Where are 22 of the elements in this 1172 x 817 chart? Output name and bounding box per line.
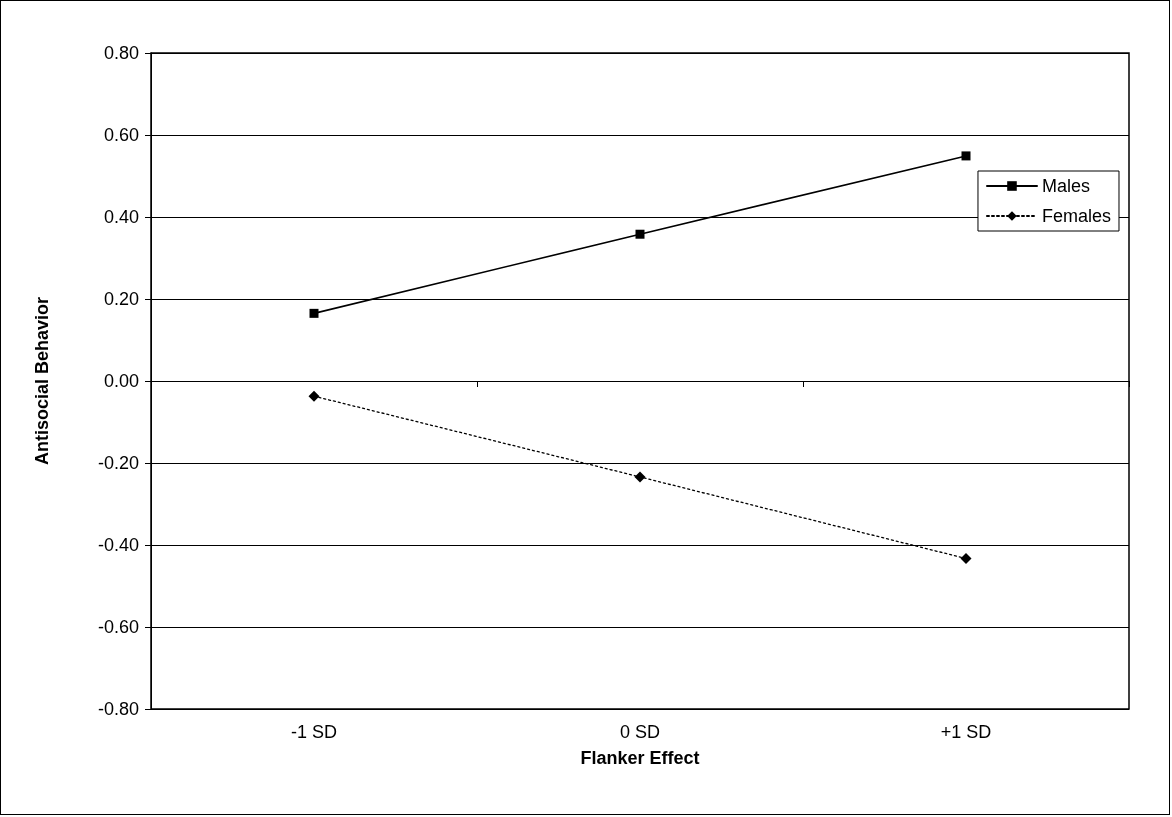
y-tick-label: -0.60 [97, 617, 139, 637]
y-tick-label: -0.20 [97, 453, 139, 473]
y-tick-label: 0.80 [103, 43, 139, 63]
point [308, 390, 320, 402]
y-tick-label: 0.20 [103, 289, 139, 309]
y-axis-title: Antisocial Behavior [32, 296, 52, 466]
y-tick-label: 0.40 [103, 207, 139, 227]
point [960, 553, 972, 565]
y-tick-label: -0.40 [97, 535, 139, 555]
x-tick-label: -1 SD [290, 722, 338, 742]
legend-label: Males [1041, 176, 1090, 196]
y-tick-label: -0.80 [97, 699, 139, 719]
y-tick-label: 0.00 [103, 371, 139, 391]
legend-label: Females [1041, 206, 1112, 226]
x-axis-title: Flanker Effect [580, 748, 700, 768]
point [961, 151, 971, 161]
point [635, 229, 645, 239]
x-tick-label: +1 SD [940, 722, 992, 742]
point [309, 308, 319, 318]
x-tick-label: 0 SD [619, 722, 661, 742]
y-tick-label: 0.60 [103, 125, 139, 145]
point [634, 471, 646, 483]
